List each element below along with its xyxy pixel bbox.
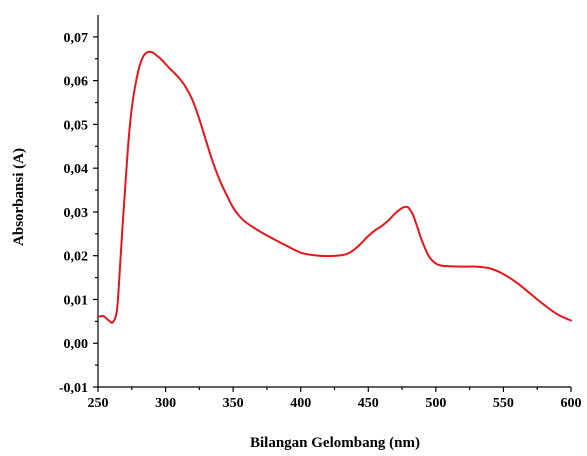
y-tick-label: 0,06 — [64, 75, 89, 90]
y-tick-label: 0,04 — [64, 162, 89, 177]
x-tick-label: 400 — [290, 396, 311, 411]
x-tick-label: 550 — [493, 396, 514, 411]
y-tick-label: 0,02 — [64, 250, 89, 265]
y-tick-label: 0,00 — [64, 337, 89, 352]
ticks — [93, 36, 572, 392]
x-tick-label: 450 — [358, 396, 379, 411]
x-tick-label: 500 — [425, 396, 446, 411]
x-axis-title: Bilangan Gelombang (nm) — [250, 435, 420, 451]
y-axis-title: Absorbansi (A) — [11, 148, 27, 246]
axes — [97, 15, 571, 388]
x-tick-label: 350 — [223, 396, 244, 411]
y-tick-label: -0,01 — [59, 381, 88, 396]
y-tick-label: 0,07 — [64, 31, 89, 46]
y-tick-label: 0,03 — [64, 206, 89, 221]
absorbance-line — [97, 50, 572, 324]
series — [97, 50, 572, 324]
y-tick-label: 0,05 — [64, 118, 89, 133]
tick-labels: 250 300 350 400 450 500 550 600 -0,01 0,00 0,01 0,0… — [59, 31, 582, 411]
x-tick-label: 300 — [155, 396, 176, 411]
x-tick-label: 600 — [561, 396, 582, 411]
x-tick-label: 250 — [88, 396, 109, 411]
y-tick-label: 0,01 — [64, 293, 89, 308]
